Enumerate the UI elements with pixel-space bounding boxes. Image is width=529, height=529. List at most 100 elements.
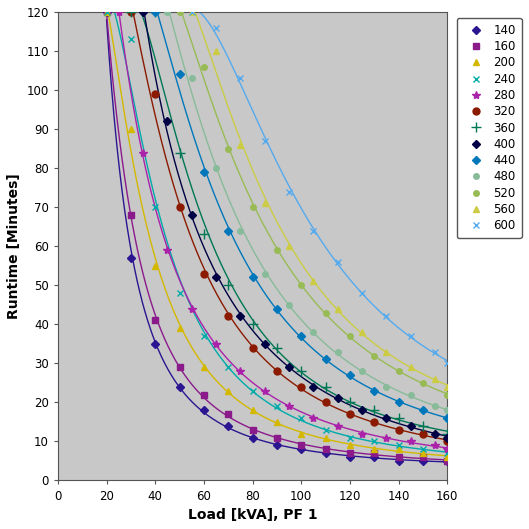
360 xyxy=(273,344,280,351)
360 xyxy=(152,9,158,15)
200 xyxy=(346,442,353,449)
400 xyxy=(286,364,292,370)
560 xyxy=(359,329,365,335)
560 xyxy=(334,306,341,312)
200 xyxy=(298,431,304,437)
140 xyxy=(176,384,183,390)
360 xyxy=(444,431,450,437)
400 xyxy=(213,274,219,280)
560 xyxy=(407,364,414,370)
140 xyxy=(127,255,134,261)
440 xyxy=(176,71,183,78)
240 xyxy=(273,403,280,409)
280 xyxy=(383,434,389,441)
320 xyxy=(127,9,134,15)
280 xyxy=(310,415,316,421)
X-axis label: Load [kVA], PF 1: Load [kVA], PF 1 xyxy=(188,508,317,522)
240 xyxy=(371,438,377,444)
320 xyxy=(225,313,231,320)
160 xyxy=(298,442,304,449)
480 xyxy=(407,391,414,398)
Line: 360: 360 xyxy=(126,7,452,439)
Line: 600: 600 xyxy=(188,8,451,367)
240 xyxy=(176,290,183,296)
160 xyxy=(127,212,134,218)
360 xyxy=(225,282,231,288)
200 xyxy=(152,262,158,269)
140 xyxy=(152,341,158,347)
400 xyxy=(407,423,414,429)
140 xyxy=(249,434,256,441)
520 xyxy=(176,9,183,15)
480 xyxy=(383,384,389,390)
320 xyxy=(152,91,158,97)
400 xyxy=(140,9,146,15)
360 xyxy=(127,9,134,15)
240 xyxy=(225,364,231,370)
280 xyxy=(286,403,292,409)
320 xyxy=(176,204,183,211)
280 xyxy=(444,446,450,452)
320 xyxy=(419,431,426,437)
200 xyxy=(176,325,183,331)
280 xyxy=(140,149,146,156)
160 xyxy=(176,364,183,370)
140 xyxy=(225,423,231,429)
600 xyxy=(213,24,219,31)
560 xyxy=(310,278,316,285)
560 xyxy=(444,384,450,390)
520 xyxy=(249,204,256,211)
560 xyxy=(188,9,195,15)
140 xyxy=(103,9,110,15)
240 xyxy=(127,36,134,42)
200 xyxy=(273,419,280,425)
320 xyxy=(200,270,207,277)
160 xyxy=(249,426,256,433)
200 xyxy=(127,126,134,132)
560 xyxy=(261,200,268,206)
440 xyxy=(249,274,256,280)
600 xyxy=(286,188,292,195)
360 xyxy=(249,321,256,327)
Line: 160: 160 xyxy=(104,9,450,464)
600 xyxy=(444,360,450,367)
200 xyxy=(419,450,426,457)
140 xyxy=(298,446,304,452)
480 xyxy=(261,270,268,277)
200 xyxy=(200,364,207,370)
160 xyxy=(152,317,158,324)
160 xyxy=(444,458,450,464)
280 xyxy=(432,442,438,449)
360 xyxy=(298,368,304,375)
240 xyxy=(103,9,110,15)
280 xyxy=(359,431,365,437)
400 xyxy=(359,407,365,413)
200 xyxy=(225,388,231,394)
320 xyxy=(249,344,256,351)
360 xyxy=(322,384,329,390)
320 xyxy=(346,411,353,417)
240 xyxy=(322,426,329,433)
140 xyxy=(273,442,280,449)
440 xyxy=(395,399,402,406)
400 xyxy=(164,118,170,124)
280 xyxy=(334,423,341,429)
160 xyxy=(322,446,329,452)
440 xyxy=(419,407,426,413)
320 xyxy=(322,399,329,406)
400 xyxy=(444,434,450,441)
520 xyxy=(200,63,207,70)
400 xyxy=(237,313,243,320)
Line: 280: 280 xyxy=(115,8,451,453)
Line: 480: 480 xyxy=(165,9,450,413)
400 xyxy=(383,415,389,421)
Legend: 140, 160, 200, 240, 280, 320, 360, 400, 440, 480, 520, 560, 600: 140, 160, 200, 240, 280, 320, 360, 400, … xyxy=(457,18,522,239)
440 xyxy=(346,372,353,378)
360 xyxy=(200,231,207,238)
480 xyxy=(432,403,438,409)
320 xyxy=(444,438,450,444)
600 xyxy=(407,333,414,339)
520 xyxy=(444,391,450,398)
480 xyxy=(359,368,365,375)
Y-axis label: Runtime [Minutes]: Runtime [Minutes] xyxy=(7,174,21,319)
